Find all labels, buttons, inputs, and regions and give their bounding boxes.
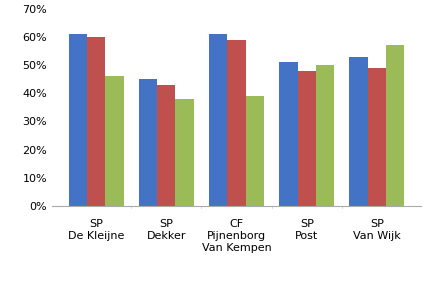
Text: De Kleijne: De Kleijne (68, 231, 125, 241)
Bar (349, 57, 368, 206)
Text: Pijnenborg
Van Kempen: Pijnenborg Van Kempen (202, 231, 271, 253)
Text: SP: SP (89, 219, 103, 229)
Bar (227, 40, 246, 206)
Bar (105, 76, 124, 206)
Bar (368, 68, 386, 206)
Bar (157, 85, 175, 206)
Bar (139, 79, 157, 206)
Bar (279, 62, 298, 206)
Text: Van Wijk: Van Wijk (353, 231, 401, 241)
Bar (316, 65, 334, 206)
Text: CF: CF (230, 219, 243, 229)
Bar (87, 37, 105, 206)
Bar (175, 99, 194, 206)
Bar (246, 96, 264, 206)
Text: SP: SP (300, 219, 314, 229)
Bar (298, 71, 316, 206)
Bar (69, 34, 87, 206)
Bar (386, 45, 404, 206)
Text: SP: SP (370, 219, 384, 229)
Bar (209, 34, 227, 206)
Text: Dekker: Dekker (147, 231, 186, 241)
Text: Post: Post (295, 231, 318, 241)
Text: SP: SP (159, 219, 173, 229)
